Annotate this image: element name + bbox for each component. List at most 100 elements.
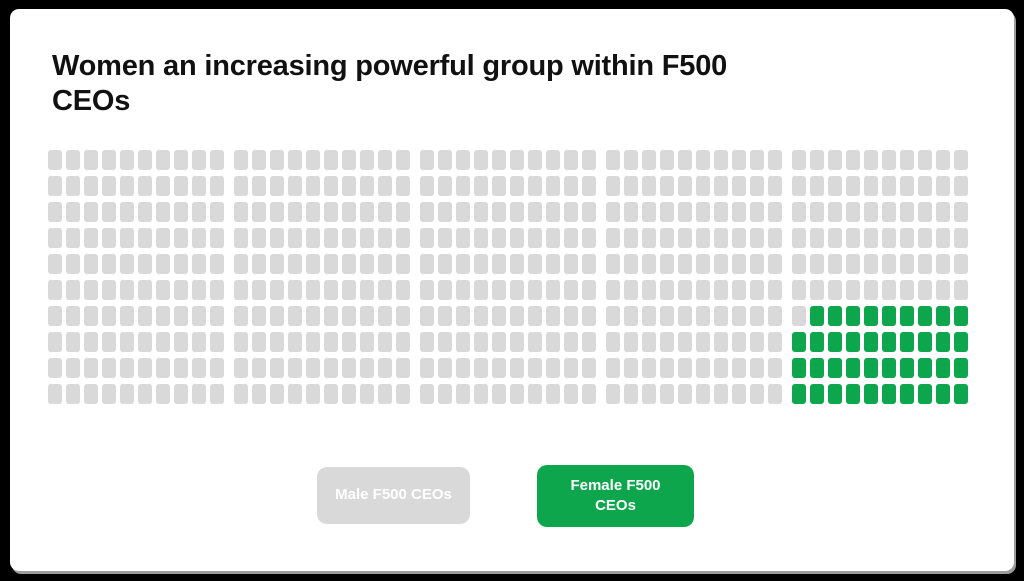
waffle-cell-male [270, 202, 284, 222]
waffle-cell-male [252, 358, 266, 378]
waffle-cell-male [360, 384, 374, 404]
waffle-cell-male [378, 306, 392, 326]
waffle-cell-male [828, 176, 842, 196]
waffle-cell-male [420, 150, 434, 170]
waffle-cell-male [234, 176, 248, 196]
waffle-group [420, 202, 596, 222]
waffle-cell-male [714, 254, 728, 274]
waffle-cell-male [66, 358, 80, 378]
waffle-group [234, 306, 410, 326]
waffle-cell-male [342, 228, 356, 248]
waffle-cell-male [138, 358, 152, 378]
waffle-cell-male [846, 176, 860, 196]
legend-male-button[interactable]: Male F500 CEOs [317, 467, 470, 524]
waffle-cell-male [510, 306, 524, 326]
waffle-cell-male [750, 176, 764, 196]
waffle-cell-male [714, 228, 728, 248]
waffle-cell-male [120, 358, 134, 378]
waffle-group [606, 384, 782, 404]
waffle-cell-male [192, 202, 206, 222]
waffle-cell-male [582, 332, 596, 352]
waffle-cell-male [360, 228, 374, 248]
waffle-cell-female [810, 332, 824, 352]
waffle-group [234, 254, 410, 274]
waffle-cell-male [84, 228, 98, 248]
waffle-cell-male [234, 332, 248, 352]
waffle-cell-male [474, 254, 488, 274]
waffle-cell-male [642, 176, 656, 196]
waffle-cell-male [48, 228, 62, 248]
waffle-cell-male [624, 306, 638, 326]
waffle-group [606, 358, 782, 378]
waffle-cell-male [882, 176, 896, 196]
waffle-group [606, 150, 782, 170]
chart-title: Women an increasing powerful group withi… [52, 49, 727, 119]
waffle-group [420, 306, 596, 326]
waffle-cell-male [456, 332, 470, 352]
waffle-cell-male [528, 280, 542, 300]
waffle-cell-male [48, 306, 62, 326]
waffle-group [792, 384, 968, 404]
waffle-row [48, 254, 968, 274]
waffle-cell-male [48, 358, 62, 378]
waffle-cell-male [324, 254, 338, 274]
waffle-cell-male [660, 176, 674, 196]
waffle-cell-male [102, 150, 116, 170]
waffle-cell-male [210, 280, 224, 300]
waffle-cell-male [324, 202, 338, 222]
waffle-cell-male [510, 332, 524, 352]
waffle-cell-male [714, 150, 728, 170]
waffle-cell-male [66, 306, 80, 326]
waffle-cell-male [564, 254, 578, 274]
waffle-cell-male [582, 254, 596, 274]
waffle-cell-male [84, 384, 98, 404]
waffle-cell-male [288, 150, 302, 170]
waffle-cell-male [360, 254, 374, 274]
waffle-cell-male [528, 306, 542, 326]
waffle-cell-male [102, 202, 116, 222]
waffle-cell-female [864, 332, 878, 352]
waffle-group [48, 202, 224, 222]
waffle-cell-male [342, 150, 356, 170]
waffle-group [792, 254, 968, 274]
waffle-cell-male [678, 384, 692, 404]
waffle-cell-male [750, 332, 764, 352]
waffle-cell-male [210, 332, 224, 352]
waffle-cell-male [564, 280, 578, 300]
waffle-group [792, 228, 968, 248]
waffle-cell-male [678, 228, 692, 248]
waffle-cell-male [678, 176, 692, 196]
waffle-group [420, 228, 596, 248]
waffle-cell-male [138, 384, 152, 404]
waffle-cell-male [732, 306, 746, 326]
waffle-cell-male [510, 176, 524, 196]
waffle-group [234, 202, 410, 222]
waffle-cell-male [84, 150, 98, 170]
waffle-cell-male [48, 384, 62, 404]
waffle-cell-male [138, 228, 152, 248]
waffle-cell-male [192, 332, 206, 352]
waffle-cell-male [792, 254, 806, 274]
waffle-group [420, 384, 596, 404]
legend-female-button[interactable]: Female F500 CEOs [537, 465, 694, 527]
waffle-cell-male [234, 254, 248, 274]
waffle-cell-female [882, 306, 896, 326]
waffle-row [48, 176, 968, 196]
waffle-cell-male [210, 306, 224, 326]
waffle-cell-male [492, 254, 506, 274]
waffle-cell-male [360, 150, 374, 170]
waffle-cell-male [510, 384, 524, 404]
waffle-cell-male [288, 202, 302, 222]
waffle-cell-male [360, 332, 374, 352]
waffle-cell-male [84, 254, 98, 274]
waffle-cell-male [306, 306, 320, 326]
waffle-group [48, 384, 224, 404]
waffle-cell-male [492, 384, 506, 404]
waffle-group [234, 176, 410, 196]
waffle-cell-male [768, 176, 782, 196]
waffle-cell-male [900, 176, 914, 196]
waffle-cell-male [642, 358, 656, 378]
waffle-cell-male [732, 150, 746, 170]
waffle-group [420, 150, 596, 170]
waffle-cell-male [252, 150, 266, 170]
